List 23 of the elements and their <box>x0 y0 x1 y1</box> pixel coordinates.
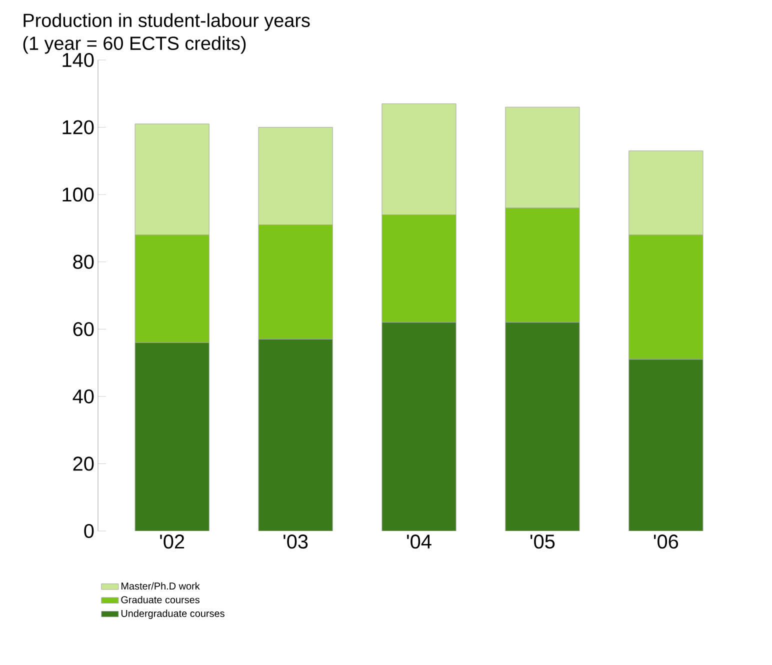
y-tick-label: 0 <box>84 524 94 538</box>
y-tick-label: 120 <box>62 120 94 134</box>
x-tick-label: '05 <box>530 534 555 549</box>
chart-subtitle: (1 year = 60 ECTS credits) <box>23 36 246 54</box>
legend-label: Master/Ph.D work <box>122 582 200 590</box>
y-tick-label: 40 <box>72 389 94 404</box>
legend-label: Graduate courses <box>121 596 200 604</box>
y-tick-label: 80 <box>73 254 94 269</box>
x-tick-label: '04 <box>407 534 432 549</box>
bar <box>258 338 333 531</box>
y-tick-label: 140 <box>62 52 94 68</box>
bar <box>505 322 580 531</box>
y-tick-label: 20 <box>73 456 94 471</box>
legend-label: Undergraduate courses <box>121 610 224 619</box>
bar <box>134 342 210 531</box>
bar <box>628 359 704 531</box>
x-tick-label: '03 <box>284 534 308 549</box>
y-tick-label: 100 <box>62 188 94 202</box>
x-tick-label: '02 <box>160 534 184 549</box>
y-tick-label: 60 <box>73 322 94 336</box>
bar <box>382 322 456 531</box>
chart-title: Production in student-labour years <box>24 13 310 31</box>
x-tick-label: '06 <box>654 534 678 549</box>
